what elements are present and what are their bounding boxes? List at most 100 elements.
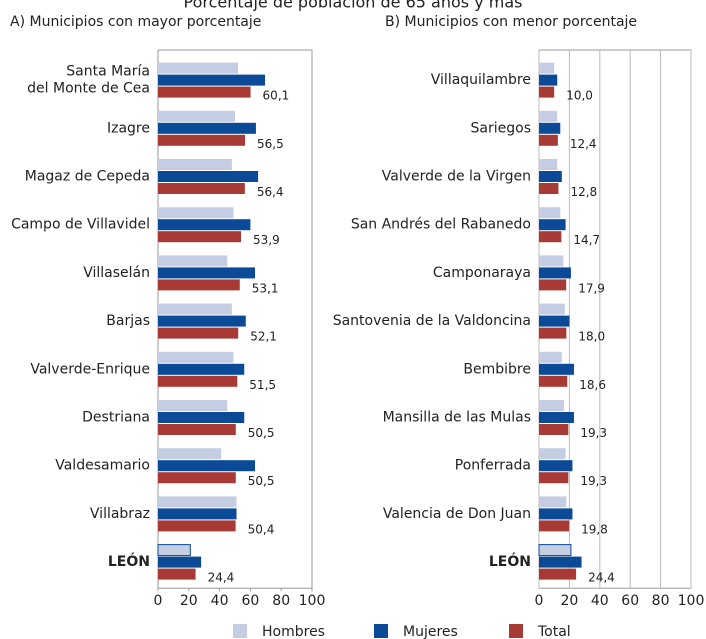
x-tick-label: 0: [154, 593, 163, 609]
bar: [158, 520, 236, 532]
x-tick-label: 80: [652, 593, 670, 609]
value-label: 18,6: [579, 378, 606, 392]
bar: [538, 544, 572, 557]
legend-label: Mujeres: [403, 624, 458, 639]
bar: [158, 400, 228, 411]
category-label: Barjas: [106, 313, 150, 329]
bar: [158, 412, 245, 423]
bar: [158, 255, 228, 267]
bar: [158, 86, 251, 98]
value-label: 60,1: [263, 89, 290, 103]
bar: [158, 183, 245, 194]
bar: [539, 159, 558, 170]
bar: [539, 375, 568, 387]
value-label: 24,4: [208, 571, 235, 585]
bar: [539, 556, 582, 568]
bar: [539, 460, 573, 472]
bar: [158, 231, 242, 243]
bar: [539, 472, 569, 484]
value-label: 51,5: [249, 378, 276, 392]
bar: [539, 255, 564, 267]
bar: [539, 496, 567, 508]
bar: [158, 207, 234, 219]
bar: [539, 207, 561, 219]
bar: [158, 134, 246, 146]
bar: [158, 315, 246, 327]
bar: [158, 508, 237, 520]
category-label: Sariegos: [471, 120, 531, 136]
bar: [158, 327, 239, 339]
x-tick-label: 40: [211, 593, 229, 609]
bar: [539, 568, 577, 580]
value-label: 17,9: [578, 281, 605, 295]
legend-label: Total: [537, 624, 571, 639]
bar: [158, 159, 232, 170]
bar: [158, 448, 222, 460]
value-label: 18,0: [578, 330, 605, 344]
legend-swatch: [374, 624, 388, 638]
value-label: 19,3: [580, 474, 607, 488]
bar: [158, 460, 256, 472]
value-label: 24,4: [588, 571, 615, 585]
value-label: 50,5: [248, 474, 275, 488]
bar: [158, 375, 238, 387]
bar: [539, 315, 570, 327]
bar: [539, 62, 555, 74]
bar: [539, 267, 571, 279]
category-label: Magaz de Cepeda: [25, 169, 150, 185]
value-label: 10,0: [566, 89, 593, 103]
bar: [539, 122, 561, 134]
panel-title: A) Municipios con mayor porcentaje: [10, 14, 261, 30]
bar: [539, 412, 574, 423]
x-tick-label: 80: [272, 593, 290, 609]
bar: [158, 122, 256, 134]
bar: [158, 110, 235, 122]
bar: [539, 279, 567, 291]
x-tick-label: 100: [678, 593, 705, 609]
value-label: 50,4: [248, 522, 275, 536]
category-label: LEÓN: [489, 552, 531, 570]
category-label: Camponaraya: [433, 265, 531, 281]
bar: [539, 363, 574, 375]
bar: [539, 448, 566, 460]
bar: [539, 134, 558, 146]
category-label: Villaselán: [83, 265, 150, 281]
value-label: 56,5: [257, 137, 284, 151]
legend-swatch: [233, 624, 247, 638]
bar: [158, 279, 240, 291]
category-label: Valverde de la Virgen: [382, 169, 531, 185]
value-label: 53,9: [253, 233, 280, 247]
bar: [539, 219, 566, 231]
bar: [539, 183, 559, 194]
bar: [539, 520, 570, 532]
bar: [158, 74, 266, 86]
legend-swatch: [509, 624, 523, 638]
bar: [158, 171, 259, 182]
panel-title: B) Municipios con menor porcentaje: [385, 14, 637, 30]
bar: [539, 303, 565, 315]
category-label: LEÓN: [108, 552, 150, 570]
value-label: 12,4: [570, 137, 597, 151]
bar: [539, 424, 569, 435]
x-tick-label: 60: [621, 593, 639, 609]
bar: [539, 171, 562, 182]
value-label: 19,3: [580, 426, 607, 440]
x-tick-label: 60: [241, 593, 259, 609]
category-label: Mansilla de las Mulas: [383, 410, 531, 426]
category-label: Ponferrada: [455, 458, 531, 474]
bar: [539, 400, 565, 411]
x-tick-label: 20: [180, 593, 198, 609]
x-tick-label: 40: [591, 593, 609, 609]
bar: [539, 86, 555, 98]
bar: [539, 110, 558, 122]
category-label: Campo de Villavidel: [11, 217, 150, 233]
category-label: Valverde-Enrique: [30, 361, 150, 377]
category-label: Valencia de Don Juan: [383, 506, 531, 522]
category-label: San Andrés del Rabanedo: [351, 217, 531, 233]
bar: [539, 231, 562, 243]
bar: [158, 568, 196, 580]
value-label: 53,1: [252, 281, 279, 295]
bar: [158, 219, 251, 231]
value-label: 52,1: [250, 330, 277, 344]
value-label: 12,8: [570, 185, 597, 199]
